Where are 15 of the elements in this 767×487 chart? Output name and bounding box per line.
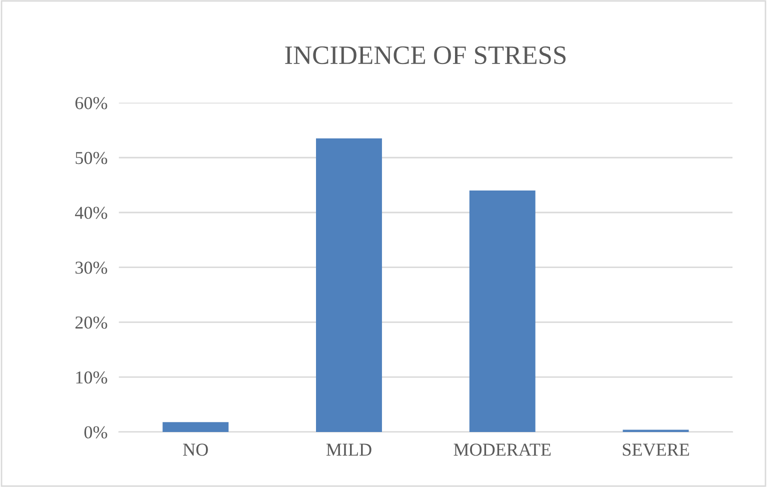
y-tick-label: 0% <box>84 426 108 438</box>
x-tick-label: MILD <box>326 444 372 456</box>
bar <box>469 190 536 432</box>
bar <box>162 422 229 432</box>
x-tick-label: MODERATE <box>454 444 551 456</box>
chart-title: INCIDENCE OF STRESS <box>285 46 566 64</box>
x-tick-label: SEVERE <box>622 444 689 456</box>
y-tick-label: 30% <box>76 262 108 274</box>
y-tick-label: 60% <box>75 97 108 110</box>
y-tick-label: 50% <box>76 152 108 164</box>
bar <box>316 138 382 432</box>
y-tick-label: 10% <box>76 371 108 384</box>
y-tick-label: 20% <box>75 316 108 329</box>
y-tick-label: 40% <box>75 206 108 219</box>
x-tick-label: NO <box>183 444 208 456</box>
